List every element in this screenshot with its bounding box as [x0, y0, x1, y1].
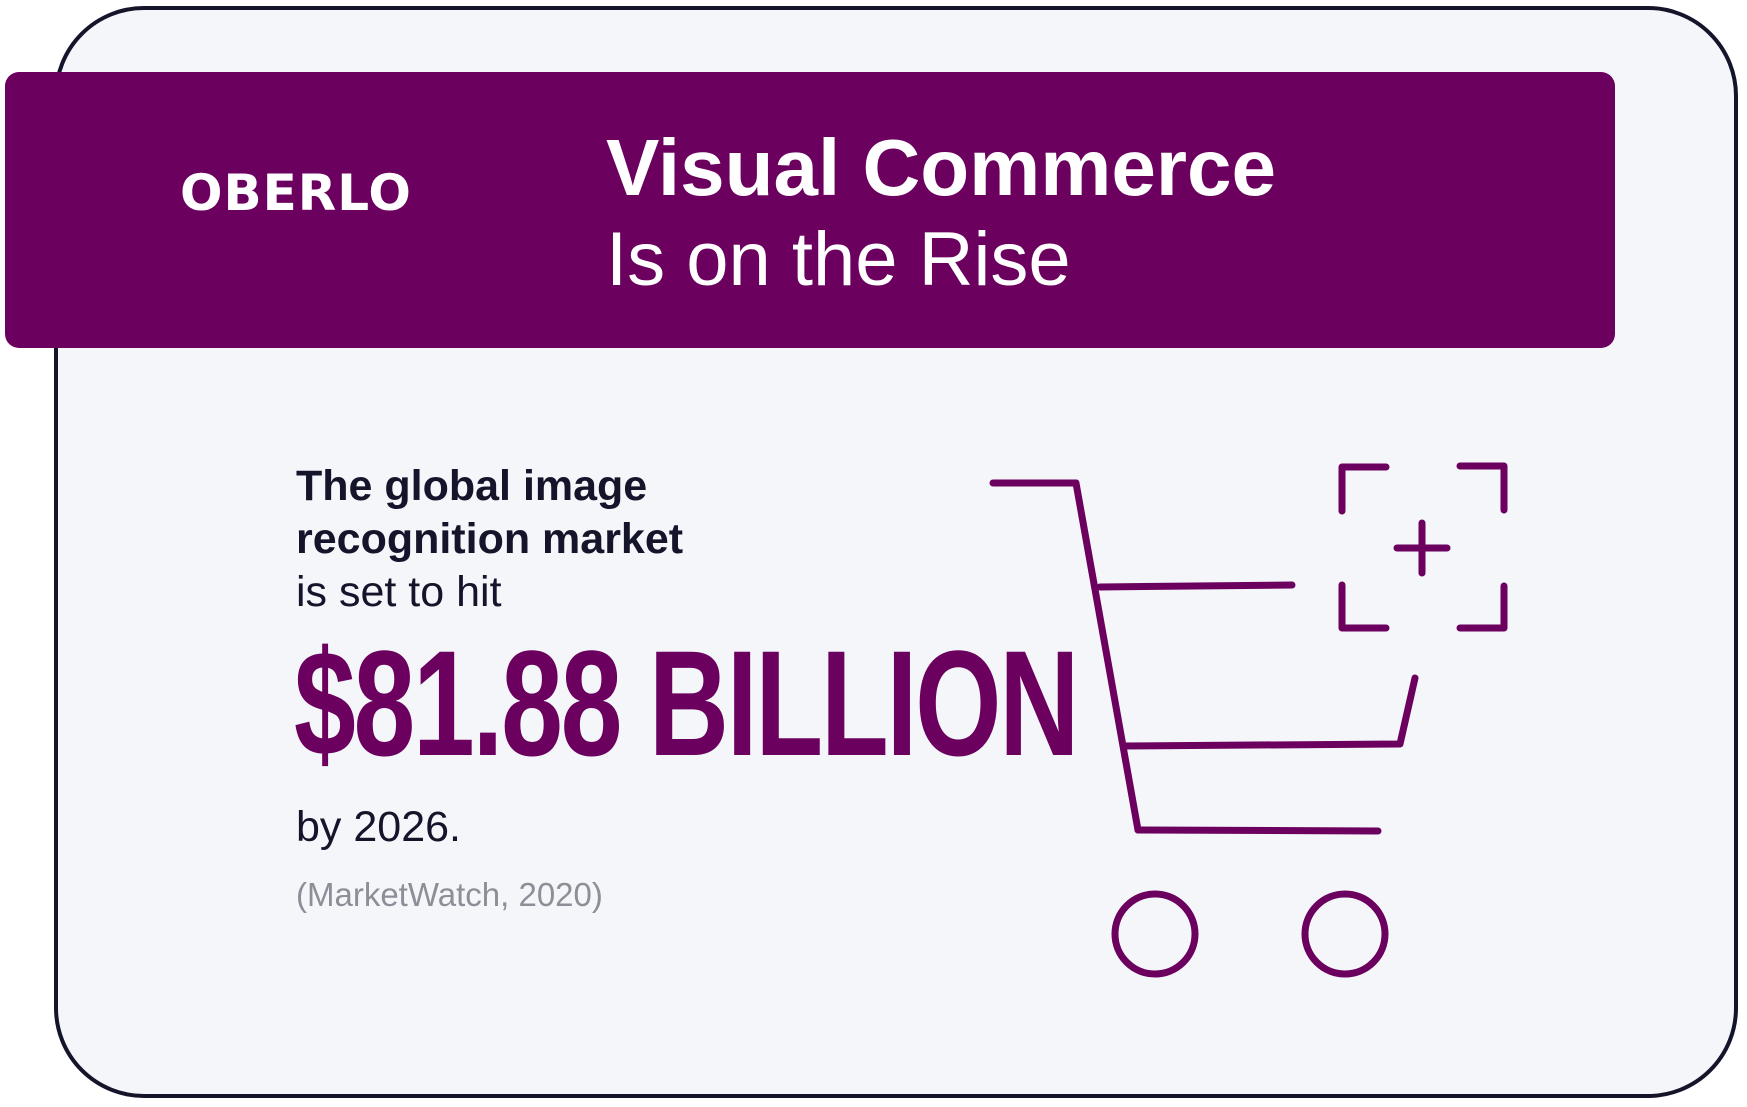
scan-corner-bottom-left [1338, 581, 1390, 632]
page-subtitle: Is on the Rise [606, 217, 1071, 302]
scan-corner-top-right [1456, 462, 1508, 514]
scan-corner-top-left [1338, 463, 1390, 515]
stat-lead-line-1: The global image [296, 462, 648, 510]
scan-corner-bottom-right [1456, 582, 1508, 632]
header-banner [5, 72, 1615, 348]
stat-value: $81.88 BILLION [294, 619, 1079, 787]
cart-basket-bottom-line [1120, 674, 1419, 750]
stat-lead-line-2: recognition market [296, 515, 684, 563]
cart-wheel-left [1111, 890, 1199, 978]
oberlo-logo: OBERLO [180, 164, 412, 222]
cart-wheel-right [1301, 890, 1389, 978]
stat-suffix: by 2026. [296, 803, 461, 851]
page-title: Visual Commerce [606, 123, 1276, 212]
stat-lead-line-3: is set to hit [296, 568, 502, 616]
stat-source: (MarketWatch, 2020) [296, 876, 603, 913]
cart-base-line [1134, 826, 1382, 835]
cart-frame-line [989, 479, 1142, 834]
cart-basket-top-line [1096, 581, 1296, 591]
stat-lead: The global image recognition market is s… [296, 460, 683, 619]
